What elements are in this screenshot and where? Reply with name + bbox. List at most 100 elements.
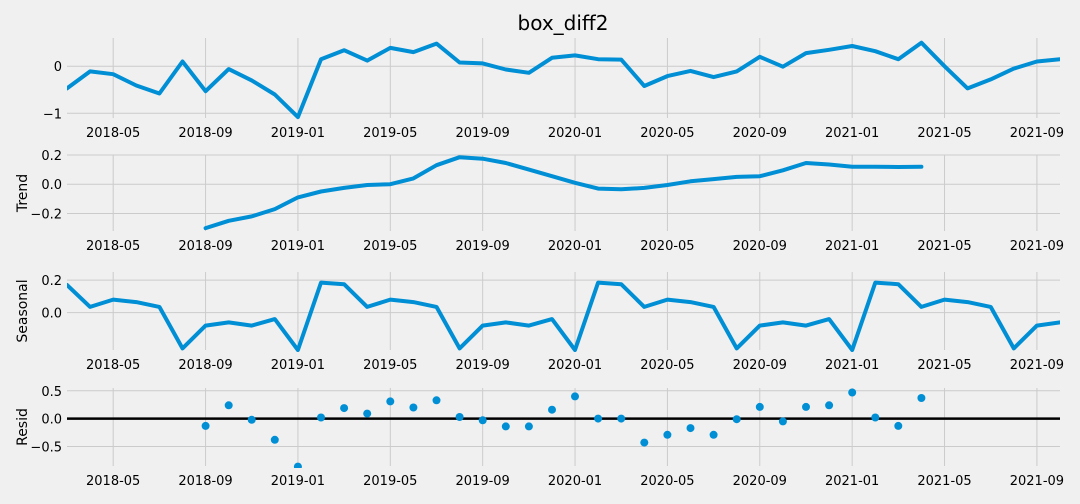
y-tick-label: 0.5 [41, 385, 62, 400]
x-tick-label: 2021-05 [917, 126, 971, 141]
y-tick-label: 0 [54, 60, 62, 75]
y-axis-label: Seasonal [15, 279, 31, 342]
y-tick-label: −1 [43, 107, 62, 122]
resid-point [386, 397, 395, 406]
x-tick-label: 2021-05 [917, 358, 971, 373]
trend-series-line [203, 155, 924, 231]
x-tick-label: 2020-09 [733, 239, 787, 254]
plot-area [67, 388, 1060, 468]
x-tick-label: 2019-01 [271, 126, 325, 141]
x-tick-label: 2021-01 [825, 126, 879, 141]
y-tick-label: −0.5 [30, 441, 62, 456]
resid-point [201, 421, 210, 430]
y-tick-label: 0.2 [41, 274, 62, 289]
y-axis-label: Trend [15, 174, 31, 213]
x-tick-label: 2021-09 [1010, 474, 1064, 489]
resid-point [686, 424, 695, 433]
x-tick-label: 2020-09 [733, 126, 787, 141]
x-tick-label: 2020-05 [640, 239, 694, 254]
resid-point [894, 421, 903, 430]
x-tick-label: 2021-09 [1010, 358, 1064, 373]
x-tick-label: 2020-01 [548, 126, 602, 141]
x-tick-label: 2021-01 [825, 358, 879, 373]
resid-point [663, 430, 672, 439]
resid-point [571, 392, 579, 401]
x-tick-label: 2020-09 [733, 358, 787, 373]
y-tick-label: 0.2 [41, 149, 62, 164]
x-tick-label: 2020-01 [548, 474, 602, 489]
x-tick-label: 2021-05 [917, 474, 971, 489]
x-tick-label: 2021-09 [1010, 239, 1064, 254]
resid-point [732, 415, 741, 424]
plot-area [67, 280, 1060, 352]
x-tick-label: 2019-09 [456, 239, 510, 254]
resid-point [524, 422, 533, 431]
resid-point [825, 401, 834, 410]
x-tick-label: 2018-09 [178, 126, 232, 141]
x-tick-label: 2018-09 [178, 358, 232, 373]
resid-point [617, 414, 626, 423]
x-tick-label: 2020-05 [640, 474, 694, 489]
plot-area [67, 40, 1060, 120]
resid-point [778, 417, 787, 426]
x-tick-label: 2019-09 [456, 358, 510, 373]
resid-point [340, 404, 349, 413]
resid-point [640, 438, 649, 447]
x-tick-label: 2020-05 [640, 126, 694, 141]
resid-point [247, 415, 256, 424]
resid-point [224, 401, 233, 410]
resid-point [802, 402, 810, 411]
panel-seasonal: 2018-05 2018-09 2019-01 2019-05 2019-09 2020-… [15, 272, 1064, 373]
resid-point [363, 409, 372, 418]
x-tick-label: 2020-09 [733, 474, 787, 489]
x-tick-label: 2019-05 [363, 358, 417, 373]
x-tick-label: 2019-01 [271, 239, 325, 254]
x-tick-label: 2020-05 [640, 358, 694, 373]
x-tick-label: 2021-01 [825, 474, 879, 489]
x-tick-label: 2020-01 [548, 239, 602, 254]
x-tick-label: 2018-05 [86, 358, 140, 373]
x-tick-label: 2019-01 [271, 358, 325, 373]
panel-observed: 2018-05 2018-09 2019-01 2019-05 2019-09 2020-… [43, 38, 1064, 141]
plot-area [203, 155, 924, 231]
resid-point [755, 402, 764, 411]
x-tick-label: 2019-05 [363, 239, 417, 254]
x-tick-label: 2018-09 [178, 239, 232, 254]
x-tick-label: 2019-05 [363, 474, 417, 489]
resid-point [548, 405, 556, 414]
resid-point [501, 422, 510, 431]
y-tick-label: 0.0 [41, 413, 62, 428]
x-tick-label: 2018-05 [86, 239, 140, 254]
resid-point [594, 414, 603, 423]
x-tick-label: 2018-09 [178, 474, 232, 489]
x-tick-label: 2019-09 [456, 126, 510, 141]
resid-point [917, 394, 926, 402]
resid-point [709, 430, 718, 439]
x-tick-label: 2019-05 [363, 126, 417, 141]
x-tick-label: 2019-09 [456, 474, 510, 489]
resid-point [871, 413, 880, 422]
y-axis-label: Resid [15, 408, 31, 446]
resid-point [455, 413, 464, 421]
panel-resid: 2018-05 2018-09 2019-01 2019-05 2019-09 2020-… [15, 385, 1064, 489]
panel-trend: 2018-05 2018-09 2019-01 2019-05 2019-09 2020-… [15, 149, 1064, 254]
x-tick-label: 2021-09 [1010, 126, 1064, 141]
y-tick-label: −0.2 [30, 207, 62, 222]
chart-title: box_diff2 [518, 11, 609, 35]
resid-point [409, 403, 418, 412]
y-tick-label: 0.0 [41, 307, 62, 322]
subplot-stack: 2018-05 2018-09 2019-01 2019-05 2019-09 2020-… [15, 38, 1064, 489]
observed-series-line [67, 40, 1060, 120]
x-tick-label: 2021-05 [917, 239, 971, 254]
resid-point [478, 416, 487, 425]
seasonal-series-line [67, 280, 1060, 352]
x-tick-label: 2018-05 [86, 474, 140, 489]
resid-point [270, 435, 279, 444]
x-tick-label: 2020-01 [548, 358, 602, 373]
resid-point [432, 396, 441, 405]
x-tick-label: 2018-05 [86, 126, 140, 141]
x-tick-label: 2021-01 [825, 239, 879, 254]
x-tick-label: 2019-01 [271, 474, 325, 489]
y-tick-label: 0.0 [41, 178, 62, 193]
